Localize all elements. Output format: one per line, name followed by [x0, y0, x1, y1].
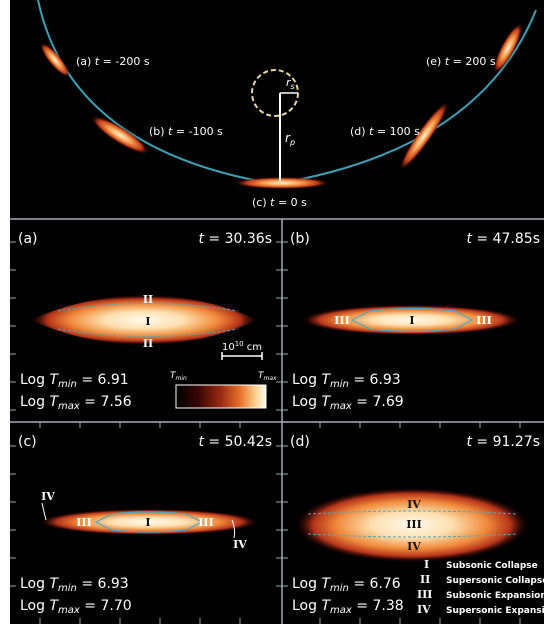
panel-b: (b) t = 47.85s III I III Log Tmin = 6.93…: [290, 231, 540, 412]
panel-c-label: (c): [18, 434, 37, 450]
legend-roman-4: IV: [417, 603, 431, 616]
star-blob-b: [90, 115, 150, 155]
panel-b-label: (b): [290, 231, 310, 247]
panel-b-region-center: I: [409, 314, 414, 327]
panel-c-star: [40, 509, 258, 535]
panel-c-logtmax: Log Tmax = 7.70: [20, 598, 132, 616]
panel-a-region-center: I: [145, 315, 150, 328]
panel-d-contour-upper: [307, 510, 519, 515]
panel-b-region-right: III: [476, 314, 491, 327]
panel-d-logtmax: Log Tmax = 7.38: [292, 598, 404, 616]
legend-text-2: Supersonic Collapse: [446, 576, 544, 586]
panel-b-logtmin: Log Tmin = 6.93: [292, 372, 401, 390]
star-blob-d: [399, 101, 449, 171]
label-a: (a) t = -200 s: [76, 55, 150, 68]
panel-c-region-iv-right: IV: [233, 538, 247, 551]
panel-a-contour-upper: [57, 303, 239, 312]
star-blob-a: [40, 42, 70, 78]
legend: I Subsonic Collapse II Supersonic Collap…: [417, 558, 544, 616]
label-c: (c) t = 0 s: [252, 196, 307, 209]
panel-a-logtmax: Log Tmax = 7.56: [20, 394, 132, 412]
rp-label: rp: [285, 131, 295, 147]
tick-marks: [10, 241, 521, 624]
panel-a-contour-lower: [57, 328, 239, 337]
panel-b-region-left: III: [334, 314, 349, 327]
label-e: (e) t = 200 s: [426, 55, 496, 68]
panel-a-label: (a): [18, 231, 38, 247]
panel-c-region-iii-left: III: [76, 516, 91, 529]
panel-a-region-upper: II: [143, 293, 153, 306]
legend-text-1: Subsonic Collapse: [446, 561, 538, 571]
panel-c-time: t = 50.42s: [198, 434, 272, 450]
panel-c-arc-left: [41, 502, 47, 521]
panel-c-region-center: I: [145, 516, 150, 529]
colorbar-max-label: Tmax: [258, 371, 277, 382]
panel-d-contour-lower: [307, 533, 519, 538]
panel-b-star: [302, 305, 520, 335]
panel-a-region-lower: II: [143, 337, 153, 350]
label-b: (b) t = -100 s: [149, 125, 223, 138]
panel-d-region-center: III: [406, 518, 421, 531]
panel-d-star: [296, 488, 528, 562]
panel-a: (a) t = 30.36s II I II Log Tmin = 6.91 L…: [18, 231, 277, 412]
panel-d-logtmin: Log Tmin = 6.76: [292, 576, 401, 594]
star-blob-e: [493, 23, 523, 73]
panel-d-label: (d): [290, 434, 310, 450]
panel-c-region-iv-left: IV: [41, 490, 55, 503]
panel-d: (d) t = 91.27s IV III IV Log Tmin = 6.76…: [290, 434, 544, 616]
colorbar-min-label: Tmin: [170, 371, 187, 382]
panel-d-time: t = 91.27s: [466, 434, 540, 450]
panel-c-logtmin: Log Tmin = 6.93: [20, 576, 129, 594]
panel-b-logtmax: Log Tmax = 7.69: [292, 394, 404, 412]
star-blob-c: [234, 177, 330, 189]
panel-a-logtmin: Log Tmin = 6.91: [20, 372, 129, 390]
panel-c-contour: [94, 511, 204, 533]
colorbar: Tmin Tmax: [170, 371, 277, 409]
panel-b-time: t = 47.85s: [466, 231, 540, 247]
panel-b-contour: [350, 307, 474, 333]
panel-c: (c) t = 50.42s IV III I III IV Log Tmin …: [18, 434, 272, 616]
legend-roman-1: I: [424, 558, 429, 571]
scale-bar-label: 1010 cm: [222, 340, 262, 353]
legend-roman-2: II: [420, 573, 430, 586]
panel-c-arc-right: [231, 519, 236, 539]
panel-a-star: [30, 295, 258, 345]
legend-roman-3: III: [417, 588, 432, 601]
label-d: (d) t = 100 s: [350, 125, 420, 138]
panel-a-time: t = 30.36s: [198, 231, 272, 247]
scale-bar: 1010 cm: [221, 340, 263, 360]
panel-c-region-iii-right: III: [198, 516, 213, 529]
legend-text-3: Subsonic Expansion: [446, 591, 544, 601]
panel-d-region-lower: IV: [407, 540, 421, 553]
legend-text-4: Supersonic Expansion: [446, 606, 544, 616]
rs-label: rs: [286, 76, 295, 91]
panel-d-region-upper: IV: [407, 498, 421, 511]
